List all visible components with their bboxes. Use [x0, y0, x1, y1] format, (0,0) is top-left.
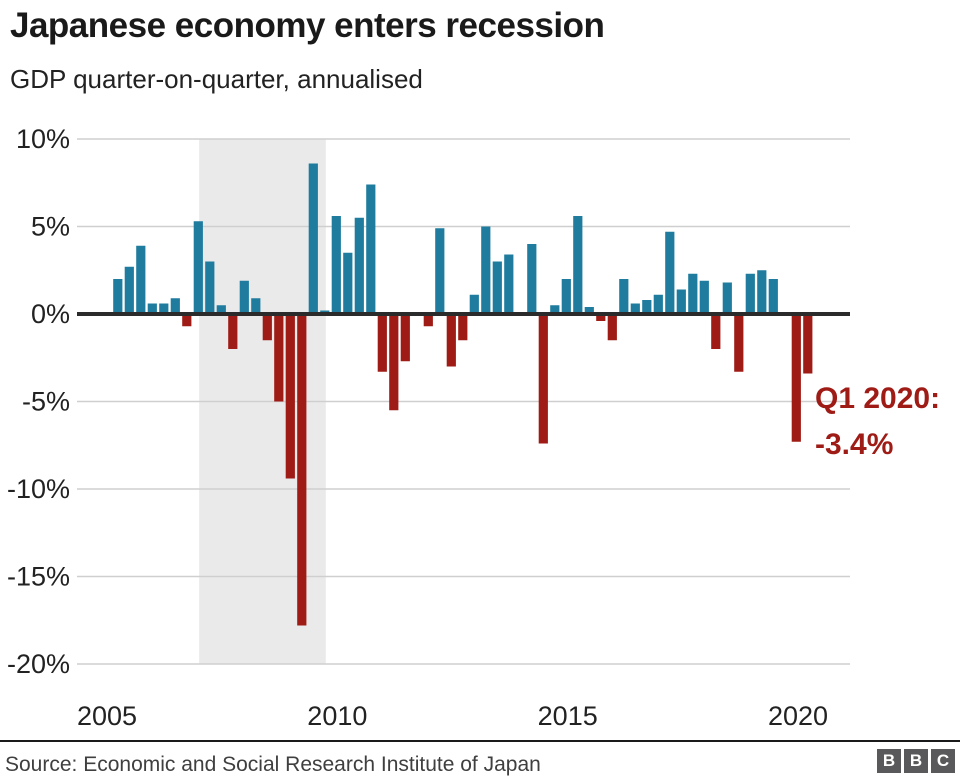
bar-2009-Q2 [308, 163, 318, 314]
bar-2007-Q4 [239, 280, 249, 314]
bar-2018-Q1 [711, 314, 721, 349]
bbc-logo-letter: B [904, 749, 928, 773]
bbc-logo-letter: B [877, 749, 901, 773]
bar-2013-Q1 [481, 226, 491, 314]
annotation-value: -3.4% [815, 428, 893, 461]
bar-2013-Q3 [504, 254, 514, 314]
bar-2005-Q3 [136, 245, 146, 314]
bar-2018-Q4 [745, 273, 755, 314]
bar-2010-Q4 [377, 314, 387, 372]
bar-2018-Q2 [722, 282, 732, 314]
bar-2015-Q2 [584, 307, 594, 314]
source-attribution: Source: Economic and Social Research Ins… [5, 753, 541, 776]
y-axis-tick-label: 0% [31, 299, 70, 329]
bar-2008-Q3 [274, 314, 284, 402]
bar-2017-Q3 [688, 273, 698, 314]
x-axis-tick-label: 2005 [77, 701, 137, 731]
bar-2008-Q1 [251, 298, 261, 314]
bar-2017-Q1 [665, 231, 675, 314]
bar-2012-Q1 [435, 228, 445, 314]
bar-2018-Q3 [734, 314, 744, 372]
bar-2006-Q1 [159, 303, 169, 314]
bar-2012-Q3 [458, 314, 468, 341]
bar-2010-Q1 [343, 252, 353, 314]
gdp-bar-chart: 10% 5% 0% -5% -10% -15% -20%2005 2010 2015 2020 Q1… [7, 124, 940, 731]
bar-2007-Q1 [205, 261, 215, 314]
bar-2011-Q4 [423, 314, 433, 327]
bar-2016-Q2 [630, 303, 640, 314]
bar-2006-Q2 [170, 298, 180, 314]
bar-2010-Q3 [366, 184, 376, 314]
bar-2011-Q2 [400, 314, 410, 362]
bar-2005-Q1 [113, 279, 123, 314]
y-axis-tick-label: 5% [31, 212, 70, 242]
x-axis-tick-label: 2010 [307, 701, 367, 731]
bbc-logo: B B C [877, 749, 955, 773]
bar-2009-Q1 [297, 314, 307, 626]
bar-2016-Q1 [619, 279, 629, 314]
bar-2005-Q2 [124, 266, 134, 314]
bar-2010-Q2 [354, 217, 364, 314]
bar-2013-Q2 [492, 261, 502, 314]
bar-2007-Q3 [228, 314, 238, 349]
bar-2015-Q3 [596, 314, 606, 321]
bar-2007-Q2 [216, 305, 226, 314]
bar-2009-Q4 [331, 216, 341, 314]
footer: Source: Economic and Social Research Ins… [0, 740, 960, 780]
bar-2016-Q3 [642, 300, 652, 314]
x-axis-tick-label: 2020 [768, 701, 828, 731]
y-axis-tick-label: 10% [16, 124, 70, 154]
bar-2017-Q4 [699, 280, 709, 314]
y-axis-tick-label: -5% [22, 387, 70, 417]
bbc-logo-letter: C [931, 749, 955, 773]
bar-2015-Q1 [573, 216, 583, 314]
bar-2019-Q2 [768, 279, 778, 314]
y-axis-tick-label: -20% [7, 649, 70, 679]
bar-2014-Q2 [538, 314, 548, 444]
bar-2008-Q2 [262, 314, 272, 341]
bar-2012-Q2 [446, 314, 456, 367]
page-title: Japanese economy enters recession [10, 6, 605, 45]
chart-subtitle: GDP quarter-on-quarter, annualised [10, 64, 423, 94]
annotation-q1-2020: Q1 2020: [815, 382, 940, 415]
bar-2012-Q4 [469, 294, 479, 314]
bar-2017-Q2 [676, 289, 686, 314]
bar-2016-Q4 [653, 294, 663, 314]
bar-2014-Q3 [550, 305, 560, 314]
bar-2014-Q4 [561, 279, 571, 314]
bar-2019-Q4 [791, 314, 801, 442]
bar-2006-Q4 [193, 221, 203, 314]
bar-2006-Q3 [182, 314, 192, 327]
y-axis-tick-label: -10% [7, 474, 70, 504]
bar-2008-Q4 [285, 314, 295, 479]
bar-2014-Q1 [527, 244, 537, 314]
bar-2005-Q4 [147, 303, 157, 314]
bar-2020-Q1 [803, 314, 813, 374]
bar-2019-Q1 [757, 270, 767, 314]
bar-2015-Q4 [607, 314, 617, 341]
bar-2011-Q1 [389, 314, 399, 411]
x-axis-tick-label: 2015 [538, 701, 598, 731]
y-axis-tick-label: -15% [7, 562, 70, 592]
